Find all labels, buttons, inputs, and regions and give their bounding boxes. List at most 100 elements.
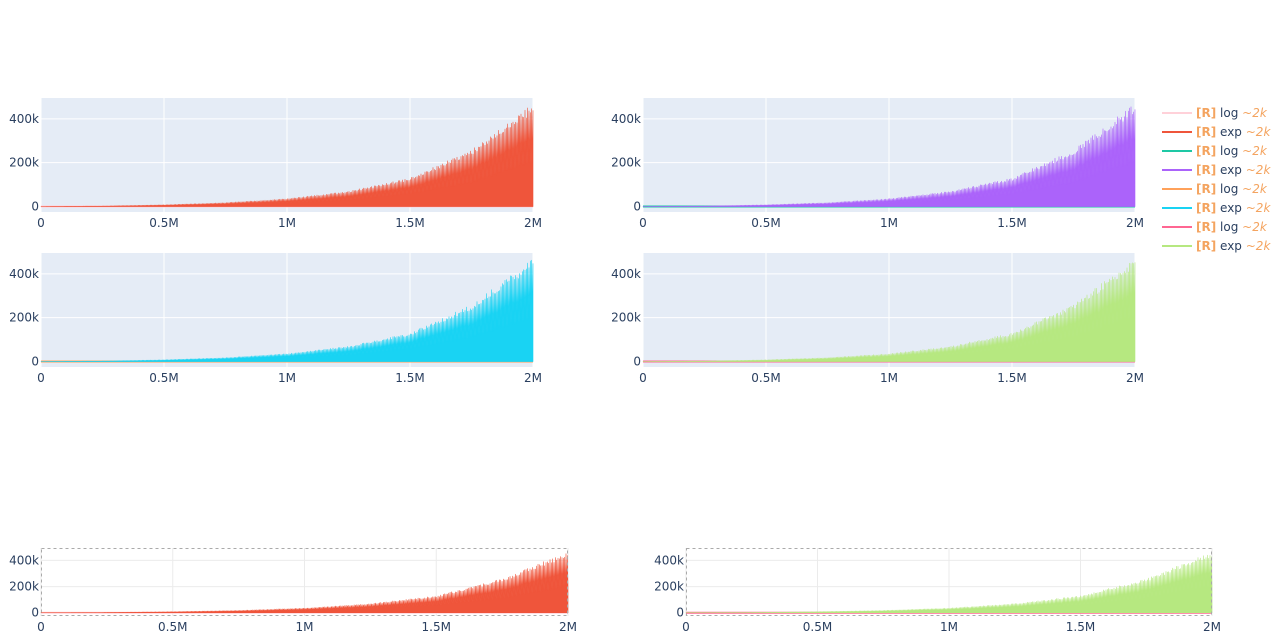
legend-suffix: ~2k [1242,144,1268,158]
legend-item[interactable]: [R] exp ~2k [1162,201,1271,215]
series-exp-area [642,106,1136,207]
x-tick-label: 0.5M [751,216,780,230]
x-tick-label: 0.5M [158,620,187,634]
y-tick-label: 400k [9,112,39,126]
x-tick-label: 0 [639,216,647,230]
legend-suffix: ~2k [1246,239,1272,253]
legend-suffix: ~2k [1242,220,1268,234]
y-tick-label: 0 [633,355,641,369]
x-tick-label: 1.5M [1066,620,1095,634]
x-tick-label: 0 [639,371,647,385]
series-exp-area [685,554,1213,614]
legend-item[interactable]: [R] log ~2k [1162,144,1268,158]
y-tick-label: 200k [611,156,641,170]
legend-prefix: [R] [1196,144,1216,158]
x-tick-label: 1M [296,620,314,634]
legend-series-name: log [1216,106,1242,120]
y-tick-label: 400k [611,112,641,126]
legend-prefix: [R] [1196,220,1216,234]
legend-label: [R] log ~2k [1196,144,1268,158]
x-tick-label: 1M [940,620,958,634]
legend-label: [R] exp ~2k [1196,201,1271,215]
legend-item[interactable]: [R] exp ~2k [1162,125,1271,139]
legend-label: [R] log ~2k [1196,220,1268,234]
legend-suffix: ~2k [1246,201,1272,215]
x-tick-label: 2M [1203,620,1221,634]
x-tick-label: 0.5M [149,216,178,230]
x-tick-label: 0.5M [751,371,780,385]
series-exp-area [40,107,534,207]
x-tick-label: 0 [682,620,690,634]
x-tick-label: 2M [524,216,542,230]
legend-series-name: log [1216,220,1242,234]
y-tick-label: 200k [9,580,39,594]
legend-label: [R] exp ~2k [1196,163,1271,177]
legend-series-name: exp [1216,239,1246,253]
chart-panel-overview-right: 0 200k 400k 0 0.5M 1M 1.5M 2M [654,548,1221,634]
chart-panel-middle-left: 0 200k 400k 0 0.5M 1M 1.5M 2M [9,253,542,385]
y-tick-label: 200k [611,311,641,325]
y-tick-label: 0 [633,200,641,214]
y-tick-label: 400k [611,267,641,281]
x-tick-label: 0 [37,216,45,230]
x-tick-label: 1M [278,216,296,230]
range-selection-box[interactable] [686,548,1212,616]
x-tick-label: 1.5M [395,371,424,385]
x-tick-label: 1M [880,216,898,230]
legend-label: [R] log ~2k [1196,106,1268,120]
chart-panel-overview-left: 0 200k 400k 0 0.5M 1M 1.5M 2M [9,548,577,634]
x-tick-label: 0 [37,371,45,385]
legend-prefix: [R] [1196,239,1216,253]
legend-item[interactable]: [R] log ~2k [1162,106,1268,120]
legend-prefix: [R] [1196,201,1216,215]
y-tick-label: 400k [9,267,39,281]
legend-series-name: exp [1216,163,1246,177]
legend: [R] log ~2k[R] exp ~2k[R] log ~2k[R] exp… [1162,106,1271,253]
y-tick-label: 400k [654,553,684,567]
chart-panel-middle-right: 0 200k 400k 0 0.5M 1M 1.5M 2M [611,253,1144,385]
legend-label: [R] exp ~2k [1196,125,1271,139]
legend-prefix: [R] [1196,182,1216,196]
legend-item[interactable]: [R] log ~2k [1162,220,1268,234]
legend-suffix: ~2k [1242,106,1268,120]
legend-series-name: exp [1216,201,1246,215]
legend-item[interactable]: [R] log ~2k [1162,182,1268,196]
y-tick-label: 0 [676,606,684,620]
legend-item[interactable]: [R] exp ~2k [1162,163,1271,177]
y-tick-label: 400k [9,553,39,567]
legend-suffix: ~2k [1246,125,1272,139]
legend-label: [R] log ~2k [1196,182,1268,196]
x-tick-label: 0 [37,620,45,634]
x-tick-label: 2M [559,620,577,634]
y-tick-label: 200k [654,580,684,594]
chart-panel-top-left: 0 200k 400k 0 0.5M 1M 1.5M 2M [9,98,542,230]
x-tick-label: 1M [880,371,898,385]
range-selection-box[interactable] [41,548,568,616]
legend-series-name: log [1216,182,1242,196]
legend-series-name: log [1216,144,1242,158]
y-tick-label: 0 [31,606,39,620]
x-tick-label: 1.5M [395,216,424,230]
y-tick-label: 0 [31,200,39,214]
legend-prefix: [R] [1196,125,1216,139]
series-exp-area [642,262,1136,362]
x-tick-label: 2M [524,371,542,385]
x-tick-label: 1.5M [997,371,1026,385]
chart-panel-top-right: 0 200k 400k 0 0.5M 1M 1.5M 2M [611,98,1144,230]
legend-prefix: [R] [1196,106,1216,120]
legend-item[interactable]: [R] exp ~2k [1162,239,1271,253]
y-tick-label: 200k [9,311,39,325]
legend-prefix: [R] [1196,163,1216,177]
x-tick-label: 2M [1126,216,1144,230]
series-exp-area [40,259,534,362]
y-tick-label: 200k [9,156,39,170]
legend-suffix: ~2k [1246,163,1272,177]
legend-series-name: exp [1216,125,1246,139]
legend-label: [R] exp ~2k [1196,239,1271,253]
legend-suffix: ~2k [1242,182,1268,196]
x-tick-label: 1M [278,371,296,385]
x-tick-label: 1.5M [997,216,1026,230]
x-tick-label: 1.5M [422,620,451,634]
x-tick-label: 0.5M [149,371,178,385]
